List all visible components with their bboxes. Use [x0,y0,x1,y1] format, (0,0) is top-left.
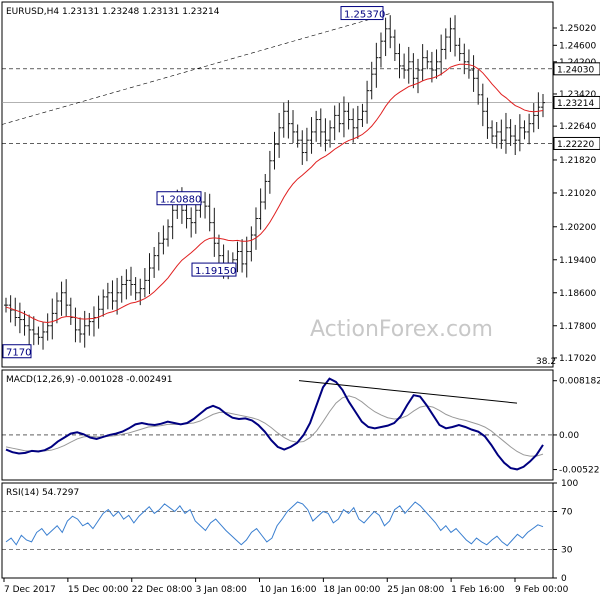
key-level-label: 1.24030 [557,65,594,75]
macd-panel: 0.008182 0.00 -0.005223 MACD(12,26,9) -0.00… [1,369,600,481]
annotation-label: 1.20880 [160,195,201,206]
price-y-tick-label: 1.23420 [559,90,596,100]
moving-average-line [5,63,544,323]
rsi-line [5,501,544,547]
rsi-y-tick-label: 30 [561,546,573,556]
key-level-label: 1.23214 [557,99,594,109]
x-tick-label: 18 Jan 00:00 [323,585,380,595]
watermark: ActionForex.com [310,317,493,342]
annotation-label: 1.25370 [344,10,385,21]
price-y-tick-label: 1.24600 [559,41,596,51]
rsi-y-tick-label: 0 [561,574,567,584]
x-axis: 7 Dec 2017 15 Dec 00:00 22 Dec 08:00 3 Jan … [3,578,569,595]
annotation-box [156,191,202,206]
key-level-box [553,62,600,76]
x-tick-label: 7 Dec 2017 [4,585,56,595]
x-tick-label: 3 Jan 08:00 [196,585,248,595]
price-y-tick-label: 1.19400 [559,256,596,266]
annotation-box [191,262,237,277]
x-tick-label: 25 Jan 08:00 [387,585,444,595]
rsi-y-tick-label: 100 [561,479,578,489]
key-level-box [553,136,600,150]
annotation-label: 7170 [6,348,31,359]
macd-frame [1,369,554,481]
key-level-box [553,95,600,109]
x-tick-label: 9 Feb 00:00 [515,585,569,595]
price-y-tick-label: 1.22640 [559,122,596,132]
annotation-box [340,6,384,21]
chart-title: EURUSD,H4 1.23131 1.23248 1.23131 1.2321… [6,7,220,17]
price-y-tick-label: 1.21820 [559,156,596,166]
macd-trendline [298,380,518,404]
macd-y-tick-label: -0.005223 [559,466,600,476]
rsi-frame [1,482,554,579]
price-panel: 1.250201.246001.242001.234201.226401.218… [1,1,600,368]
macd-signal-line [5,395,544,457]
rsi-title: RSI(14) 54.7297 [6,488,79,498]
rsi-panel: 100 70 30 0 RSI(14) 54.7297 [1,479,578,584]
fib-label: 38.2 [536,357,556,367]
price-y-tick-label: 1.20200 [559,223,596,233]
x-tick-label: 1 Feb 16:00 [451,585,505,595]
x-tick-label: 22 Dec 08:00 [132,585,193,595]
macd-y-tick-label: 0.00 [559,431,579,441]
key-level-label: 1.22220 [557,140,594,150]
annotation-label: 1.19150 [195,266,236,277]
price-y-tick-label: 1.18600 [559,289,596,299]
price-y-tick-label: 1.25020 [559,24,596,34]
price-y-tick-label: 1.21020 [559,189,596,199]
macd-title: MACD(12,26,9) -0.001028 -0.002491 [6,375,172,385]
price-frame [1,1,554,368]
annotation-box [2,344,32,359]
rsi-y-tick-label: 70 [561,508,573,518]
price-trendline [1,13,391,125]
macd-main-line [5,377,544,471]
x-tick-label: 10 Jan 16:00 [260,585,317,595]
macd-y-tick-label: 0.008182 [559,377,600,387]
x-tick-label: 15 Dec 00:00 [68,585,129,595]
price-y-tick-label: 1.17800 [559,322,596,332]
price-y-tick-label: 1.17020 [559,354,596,364]
